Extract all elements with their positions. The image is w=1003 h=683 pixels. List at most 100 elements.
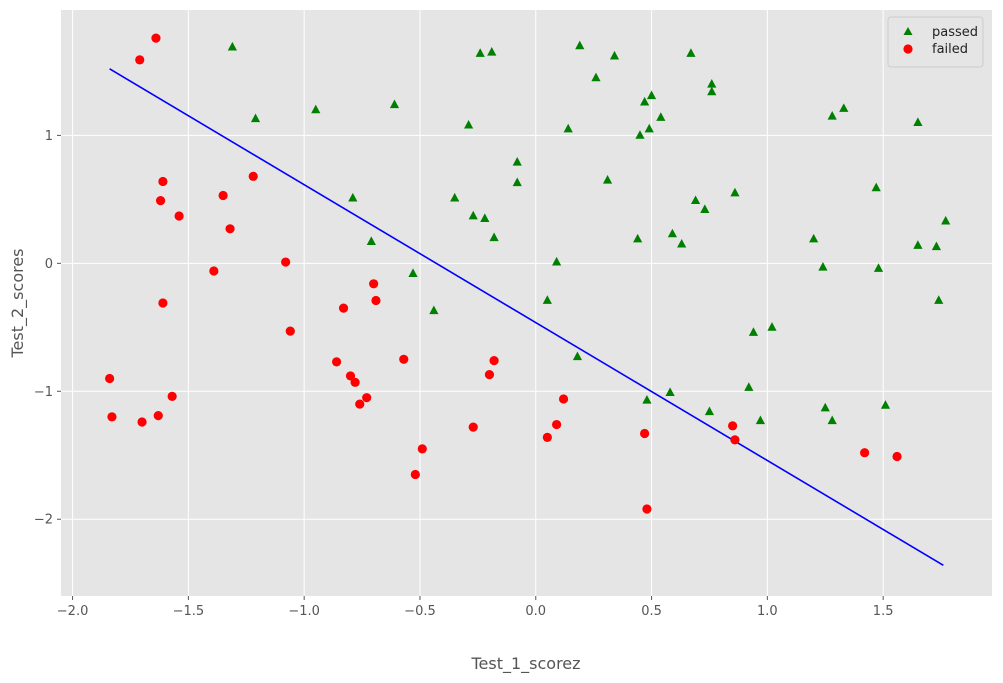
failed-point — [542, 432, 552, 442]
passed-point — [450, 192, 460, 202]
passed-point — [707, 86, 717, 96]
failed-point — [552, 419, 562, 430]
passed-point — [934, 295, 944, 304]
failed-point — [225, 224, 235, 234]
passed-point — [667, 228, 678, 238]
passed-point — [489, 232, 499, 242]
failed-point — [155, 196, 166, 206]
passed-point — [820, 402, 830, 412]
failed-point — [135, 55, 145, 65]
passed-point — [827, 415, 837, 425]
passed-point — [707, 79, 717, 88]
passed-point — [640, 96, 650, 106]
legend-box — [887, 16, 984, 68]
passed-point — [429, 305, 439, 315]
failed-point — [860, 448, 870, 458]
x-axis-label: Test_1_scorez — [470, 654, 580, 674]
y-axis-ticks: −2 −1 0 1 — [34, 129, 61, 528]
passed-point — [227, 41, 237, 51]
failed-point — [410, 469, 420, 480]
passed-point — [487, 47, 497, 56]
failed-point — [399, 354, 409, 364]
failed-point — [107, 412, 117, 422]
passed-point — [686, 48, 696, 57]
failed-point — [730, 435, 740, 445]
passed-point — [873, 263, 884, 272]
failed-point — [892, 451, 902, 462]
passed-point — [818, 261, 828, 271]
failed-point — [640, 428, 650, 439]
failed-point — [167, 391, 177, 402]
passed-point — [665, 387, 675, 396]
legend-passed-label: passed — [932, 25, 978, 40]
passed-point — [677, 238, 687, 248]
passed-point — [633, 233, 643, 243]
failed-point — [350, 377, 360, 387]
x-tick-label: 0.5 — [641, 604, 662, 619]
legend: passed failed — [887, 16, 984, 68]
legend-failed-marker — [903, 44, 913, 54]
failed-point — [417, 444, 427, 454]
failed-point — [158, 176, 168, 187]
passed-point — [704, 406, 715, 416]
passed-point — [602, 174, 613, 184]
failed-point — [558, 394, 569, 404]
plot-background — [61, 10, 992, 596]
x-tick-label: −2.0 — [57, 604, 89, 619]
passed-point — [700, 204, 710, 213]
passed-point — [311, 104, 321, 114]
passed-point — [913, 240, 923, 249]
failed-point — [371, 295, 381, 306]
failed-point — [489, 355, 499, 366]
x-tick-label: 1.0 — [757, 604, 778, 619]
passed-point — [748, 327, 759, 336]
passed-point — [475, 48, 485, 57]
passed-point — [563, 123, 573, 133]
passed-point — [839, 103, 849, 112]
failed-point — [331, 357, 342, 367]
failed-point — [248, 171, 258, 181]
x-tick-label: −0.5 — [404, 604, 436, 619]
passed-point — [931, 241, 942, 251]
failed-point — [484, 370, 495, 380]
failed-point — [369, 279, 379, 289]
failed-point — [281, 257, 291, 267]
passed-point — [809, 233, 819, 243]
passed-point — [609, 50, 620, 60]
passed-point — [871, 182, 881, 192]
y-axis-label: Test_2_scores — [8, 248, 28, 358]
passed-point — [572, 351, 583, 361]
passed-point — [941, 215, 951, 225]
passed-point — [591, 72, 601, 82]
passed-point — [542, 295, 552, 304]
failed-point — [151, 33, 161, 43]
failed-point — [218, 190, 228, 201]
passed-point — [635, 130, 645, 139]
passed-point — [575, 40, 585, 50]
failed-point — [285, 326, 295, 336]
y-tick-label: 1 — [45, 129, 53, 144]
passed-point — [744, 382, 754, 391]
y-tick-label: 0 — [45, 257, 53, 272]
failed-point — [105, 373, 115, 384]
passed-point — [552, 256, 562, 266]
passed-point — [250, 113, 261, 123]
x-tick-label: 0.0 — [525, 604, 546, 619]
x-tick-label: 1.5 — [873, 604, 894, 619]
passed-point — [389, 99, 400, 109]
passed-point — [408, 268, 418, 277]
passed-point — [642, 395, 652, 404]
failed-point — [338, 303, 349, 313]
y-tick-label: −2 — [34, 513, 53, 528]
failed-point — [642, 504, 652, 514]
passed-point — [480, 213, 490, 222]
passed-point — [827, 110, 837, 120]
passed-point — [690, 195, 701, 205]
passed-point — [512, 157, 522, 166]
passed-point — [730, 187, 740, 197]
y-tick-label: −1 — [34, 385, 53, 400]
passed-point — [468, 210, 478, 220]
failed-point — [153, 410, 163, 421]
legend-failed-label: failed — [932, 42, 968, 57]
